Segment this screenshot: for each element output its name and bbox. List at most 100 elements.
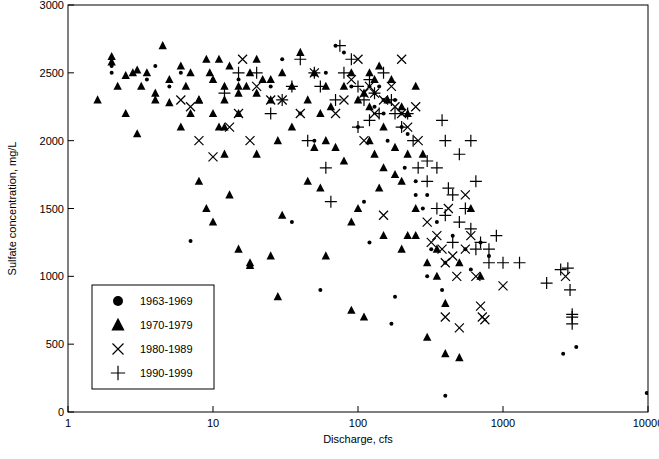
point [453, 148, 465, 160]
legend-label: 1990-1999 [140, 367, 193, 379]
point [386, 139, 390, 143]
point [345, 53, 357, 65]
point [425, 274, 429, 278]
point [290, 220, 294, 224]
legend-label: 1970-1979 [140, 319, 193, 331]
point [377, 84, 381, 88]
point [246, 261, 254, 269]
point [234, 89, 242, 97]
point [403, 166, 407, 170]
point [471, 272, 480, 281]
point [288, 122, 296, 130]
y-tick [68, 412, 74, 413]
point [195, 95, 203, 103]
point [574, 345, 578, 349]
point [432, 231, 441, 240]
y-axis-label: Sulfate concentration, mg/L [6, 142, 18, 276]
legend-marker [113, 296, 123, 306]
point [435, 220, 439, 224]
point [209, 152, 218, 161]
point [258, 75, 266, 83]
point [320, 162, 332, 174]
point [194, 136, 203, 145]
point [242, 82, 250, 90]
point [389, 108, 401, 120]
point [165, 98, 173, 106]
point [385, 94, 397, 106]
y-tick [68, 276, 74, 277]
point [379, 231, 387, 239]
point [475, 236, 487, 248]
legend-marker [111, 366, 125, 380]
x-tick [358, 406, 359, 412]
point [406, 132, 410, 136]
y-tick [68, 344, 74, 345]
point [564, 284, 576, 296]
point [186, 68, 194, 76]
point [267, 75, 275, 83]
y-tick [68, 208, 74, 209]
y-tick-label: 500 [46, 338, 64, 350]
point [354, 204, 362, 212]
legend-label: 1980-1989 [140, 343, 193, 355]
point [225, 190, 233, 198]
point [225, 123, 234, 132]
point [461, 245, 470, 254]
point [209, 109, 217, 117]
point [151, 95, 159, 103]
point [252, 55, 260, 63]
point [403, 150, 411, 158]
point [316, 184, 324, 192]
point [499, 281, 508, 290]
point [360, 136, 369, 145]
point [165, 75, 173, 83]
point [143, 68, 151, 76]
point [202, 204, 210, 212]
point [370, 150, 378, 158]
point [220, 150, 228, 158]
point [414, 179, 418, 183]
point [421, 155, 433, 167]
point [234, 245, 242, 253]
point [397, 177, 405, 185]
point [215, 55, 223, 63]
point [476, 302, 485, 311]
point [133, 129, 141, 137]
point [363, 114, 375, 126]
point [397, 55, 406, 64]
point [497, 257, 509, 269]
point [294, 53, 306, 65]
point [411, 102, 420, 111]
point [280, 57, 284, 61]
point [412, 231, 420, 239]
point [363, 74, 375, 86]
point [369, 87, 381, 99]
y-tick [68, 72, 74, 73]
point [266, 95, 275, 104]
point [443, 394, 447, 398]
legend-marker [111, 318, 124, 331]
point [246, 136, 255, 145]
point [561, 352, 565, 356]
point [278, 68, 286, 76]
point [133, 66, 141, 74]
point [397, 245, 405, 253]
y-tick-label: 2000 [40, 135, 64, 147]
point [325, 196, 337, 208]
point [514, 257, 526, 269]
point [375, 184, 383, 192]
point [153, 64, 157, 68]
point [441, 349, 449, 357]
point [455, 353, 463, 361]
point [352, 80, 364, 92]
point [645, 391, 648, 395]
x-tick [648, 406, 649, 412]
x-tick-label: 1000 [491, 417, 515, 429]
point [562, 262, 574, 274]
point [566, 308, 578, 320]
point [182, 82, 190, 90]
point [402, 108, 414, 120]
point [206, 68, 214, 76]
point [465, 135, 477, 147]
point [177, 122, 185, 130]
